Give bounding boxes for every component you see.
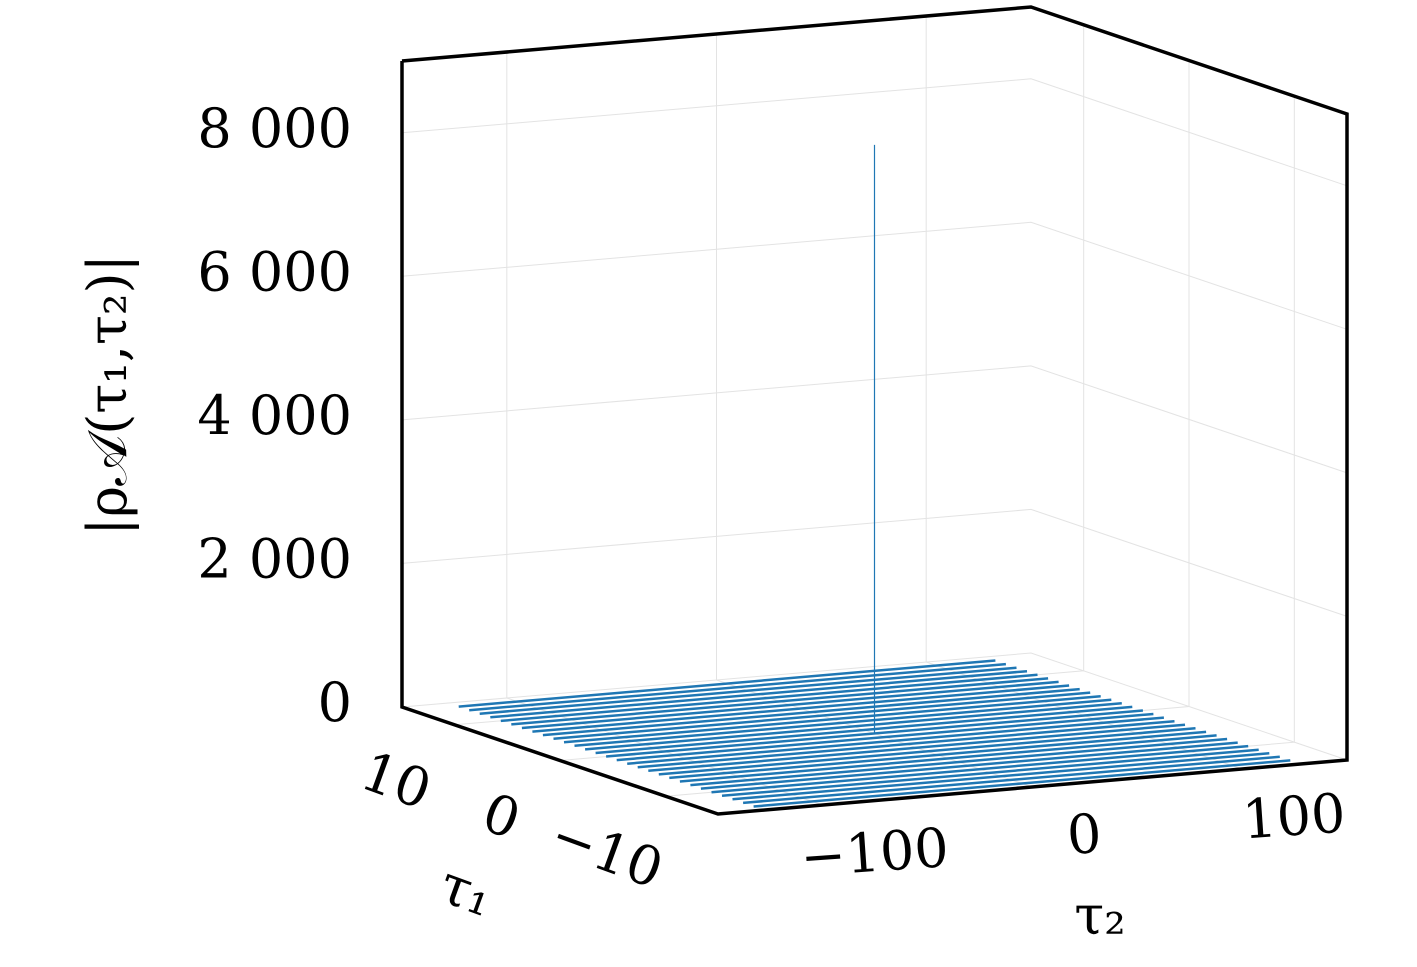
grid-line [401,221,1348,330]
data-line [669,730,1207,780]
y-tick-label: 10 [353,739,439,822]
data-line [627,716,1165,765]
data-line [700,741,1238,790]
z-tick-label: 2 000 [197,527,352,590]
data-line [679,734,1217,783]
z-tick-label: 8 000 [197,97,352,160]
data-line [521,680,1059,730]
data-line [711,744,1249,794]
data-line [511,677,1049,726]
grid-line [401,652,1348,761]
grid-line [401,508,1348,617]
z-tick-label: 4 000 [197,384,352,447]
data-line [553,691,1091,740]
data-line [648,723,1186,773]
y-axis-label: τ₁ [432,852,502,929]
x-axis-label: τ₂ [1074,884,1126,947]
data-line [479,666,1017,715]
y-tick-label: −10 [543,803,672,901]
z-tick-label: 0 [318,671,352,734]
grid-line [401,78,1348,187]
data-line [732,752,1270,801]
data-line [490,669,1028,719]
data-line [563,694,1101,744]
data-line [658,727,1196,776]
data-line [753,759,1291,808]
z-tick-label: 6 000 [197,240,352,303]
grid-line [454,24,1085,726]
x-tick-label: −100 [798,816,950,889]
grid-line [401,365,1348,474]
x-tick-label: 0 [1065,802,1104,867]
data-line [584,702,1122,751]
data-line [690,737,1228,787]
data-line [469,662,1007,712]
data-line [595,705,1133,755]
x-tick-label: 100 [1240,781,1347,851]
data-line [637,719,1175,769]
y-tick-label: 0 [475,781,529,852]
data-line [458,659,996,708]
z-axis-label: |ρ𝒜(τ₁,τ₂)| [76,254,139,536]
data-line [574,698,1112,748]
data-line [542,687,1080,737]
axis-box [400,5,1349,816]
data-line [532,684,1070,733]
data-line [616,712,1154,762]
data-line [721,748,1259,798]
data-line [500,673,1038,723]
grid-line [665,96,1295,797]
data-line [742,755,1280,805]
